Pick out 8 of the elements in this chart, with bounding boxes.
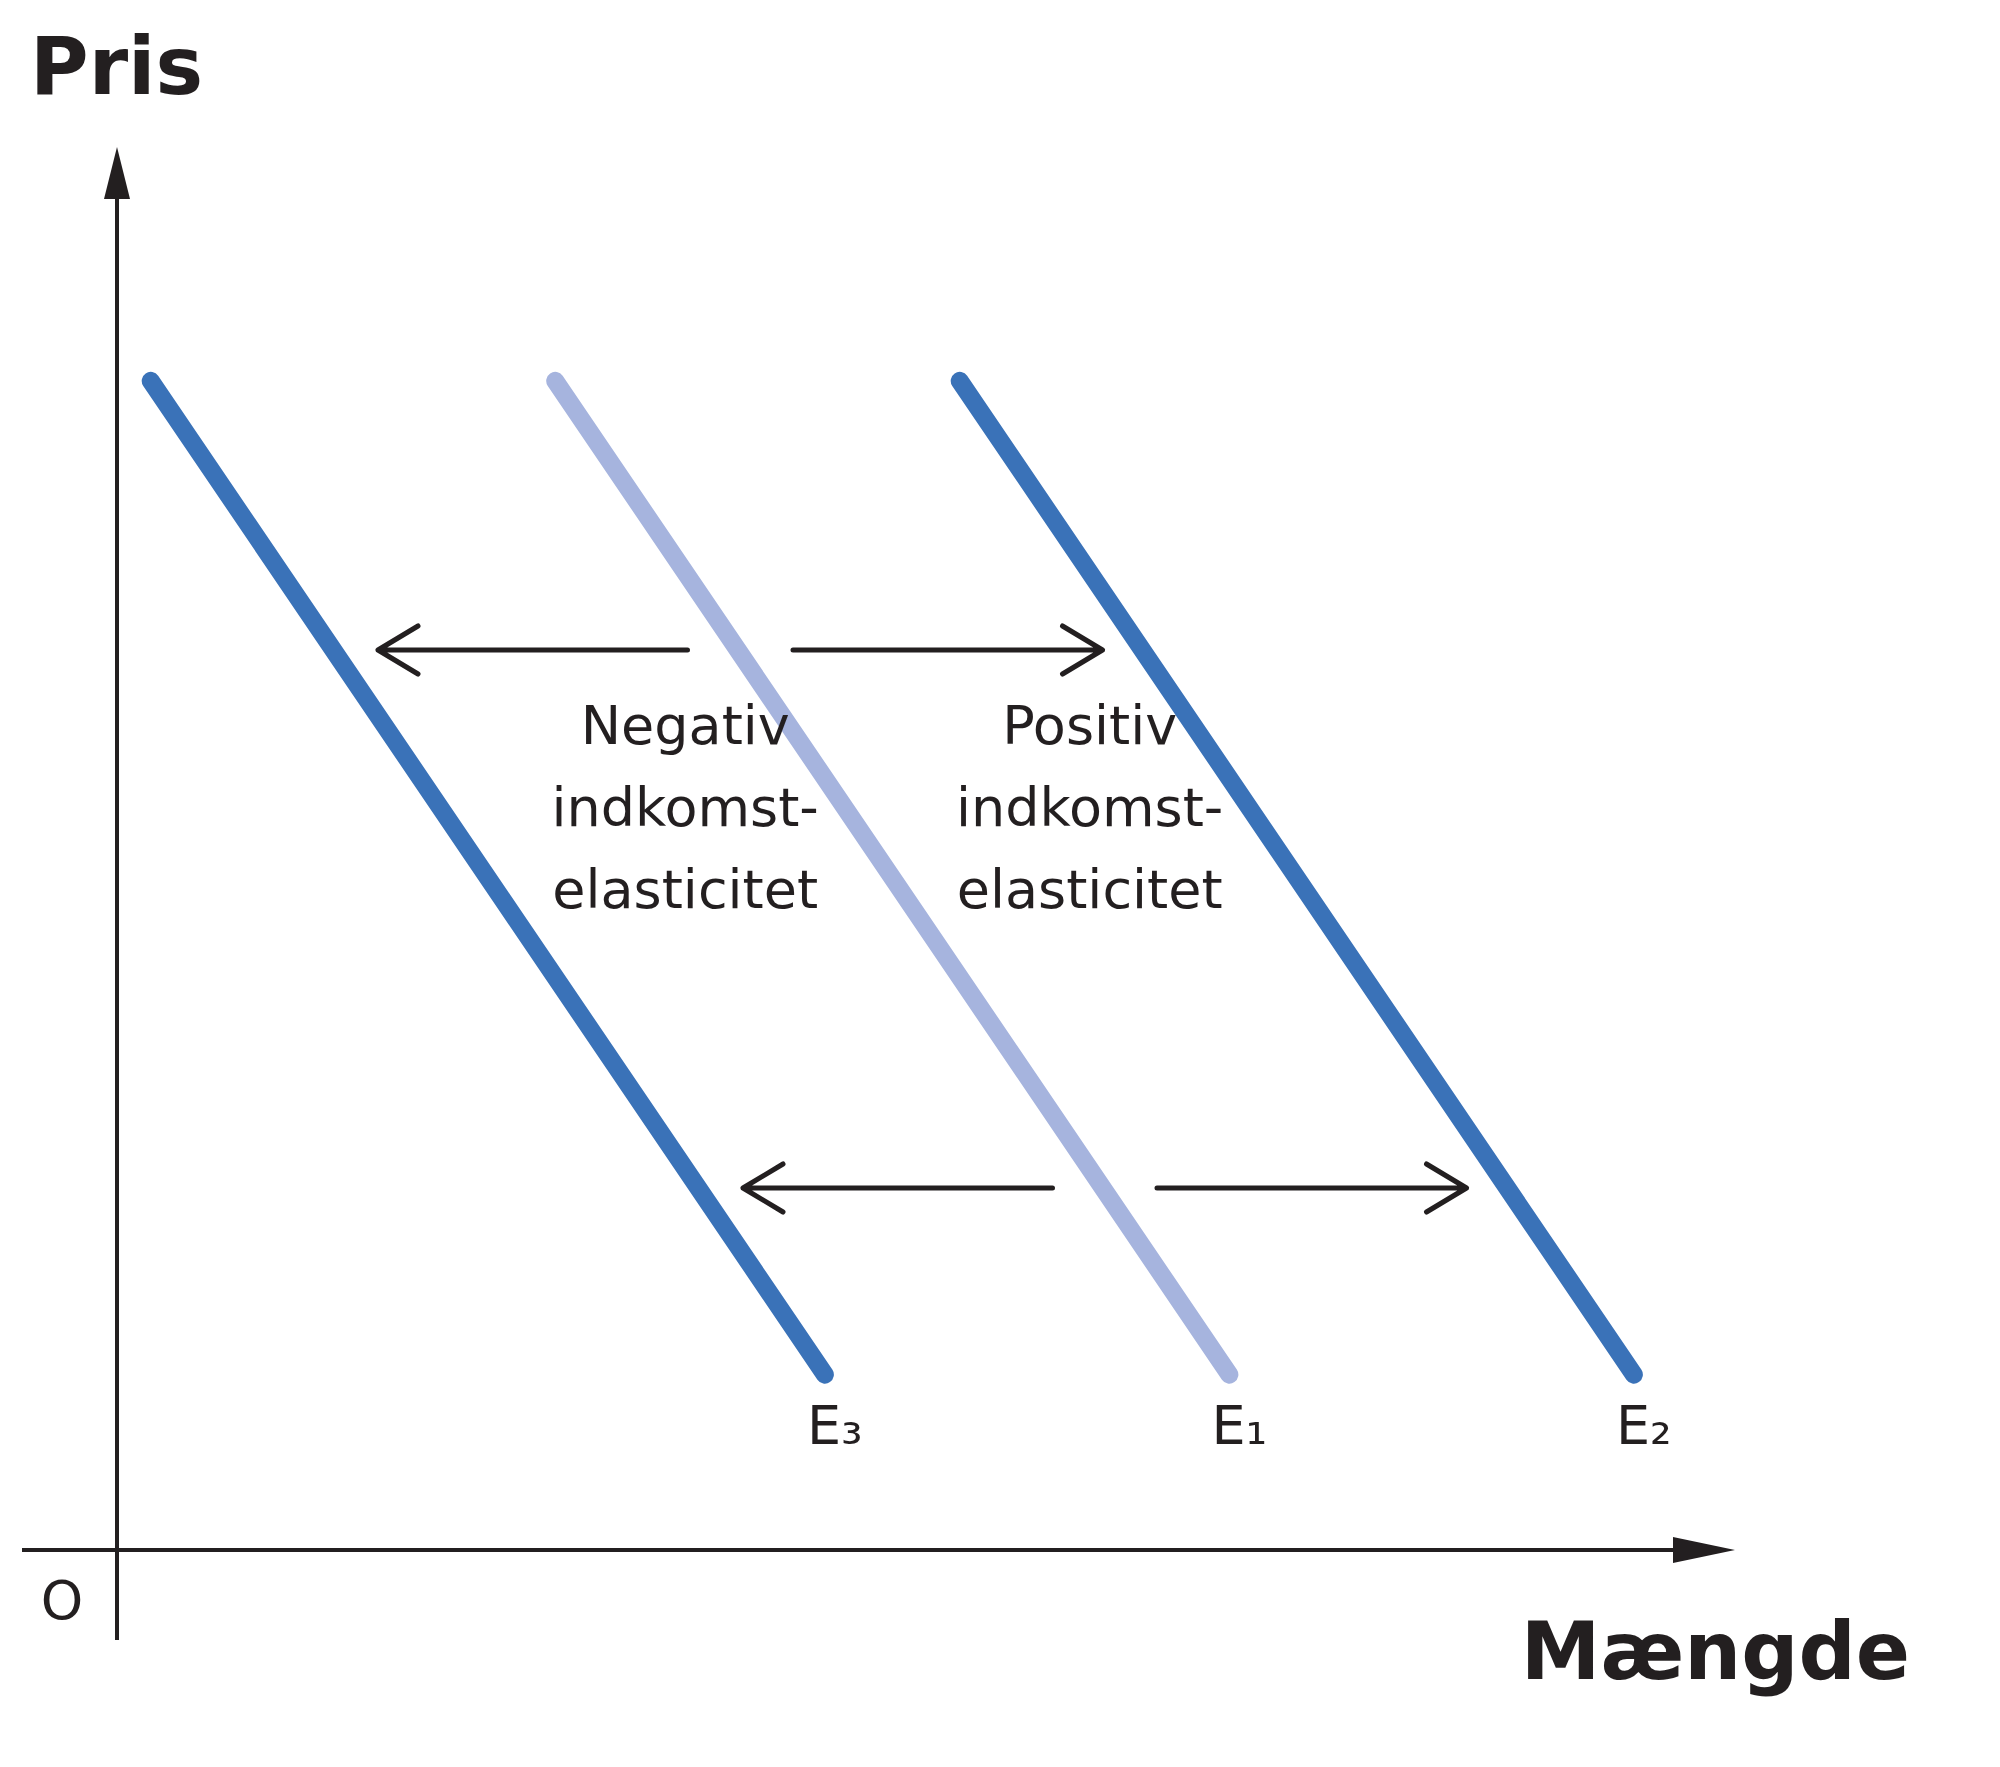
series-label: E₂ (1615, 1393, 1672, 1457)
series-label: E₃ (806, 1393, 863, 1457)
text: O (39, 1568, 85, 1634)
series-label: E₁ (1211, 1393, 1268, 1457)
annotation: Negativ indkomst-elasticitet (550, 692, 820, 923)
y-axis-title: Pris (30, 20, 204, 113)
x-axis-title: Mængde (1520, 1605, 1910, 1698)
annotation: Positiv indkomst-elasticitet (955, 692, 1225, 923)
